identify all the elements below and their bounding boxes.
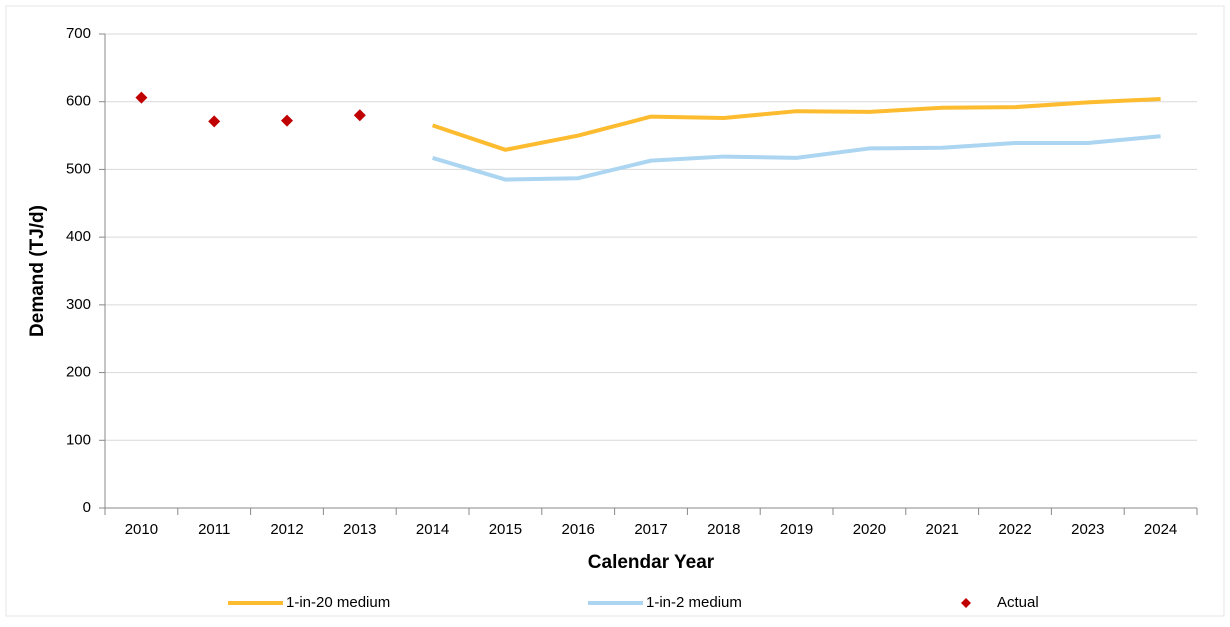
y-tick-label: 0 xyxy=(83,499,91,516)
y-tick-label: 700 xyxy=(66,25,91,42)
x-tick-label: 2018 xyxy=(707,521,740,538)
data-point xyxy=(353,109,366,122)
y-axis-title: Demand (TJ/d) xyxy=(27,205,48,337)
x-tick-label: 2011 xyxy=(198,521,230,538)
data-point xyxy=(281,114,293,127)
x-tick-label: 2014 xyxy=(416,521,449,538)
legend-swatch xyxy=(961,598,971,608)
x-tick-label: 2020 xyxy=(853,521,886,538)
x-axis-title: Calendar Year xyxy=(588,552,715,573)
x-tick-label: 2024 xyxy=(1144,521,1177,538)
legend-label: 1-in-2 medium xyxy=(646,594,742,611)
x-tick-label: 2017 xyxy=(634,521,667,538)
x-tick-label: 2012 xyxy=(270,521,303,538)
x-tick-label: 2019 xyxy=(780,521,813,538)
y-tick-label: 400 xyxy=(66,228,91,245)
y-tick-label: 200 xyxy=(66,364,91,381)
x-tick-label: 2010 xyxy=(125,521,158,538)
data-point xyxy=(208,115,221,128)
x-tick-label: 2013 xyxy=(343,521,376,538)
chart-frame xyxy=(5,5,1225,617)
series-line xyxy=(431,97,1161,152)
x-tick-label: 2021 xyxy=(926,521,959,538)
x-tick-label: 2016 xyxy=(562,521,595,538)
series-line xyxy=(432,134,1161,182)
y-tick-label: 100 xyxy=(66,431,91,448)
y-tick-label: 500 xyxy=(66,160,91,177)
legend-label: Actual xyxy=(997,594,1039,611)
legend-label: 1-in-20 medium xyxy=(286,594,390,611)
x-tick-label: 2022 xyxy=(998,521,1031,538)
y-tick-label: 600 xyxy=(66,93,91,110)
y-tick-label: 300 xyxy=(66,296,91,313)
x-tick-label: 2023 xyxy=(1071,521,1104,538)
data-point xyxy=(135,91,148,104)
x-tick-label: 2015 xyxy=(489,521,522,538)
